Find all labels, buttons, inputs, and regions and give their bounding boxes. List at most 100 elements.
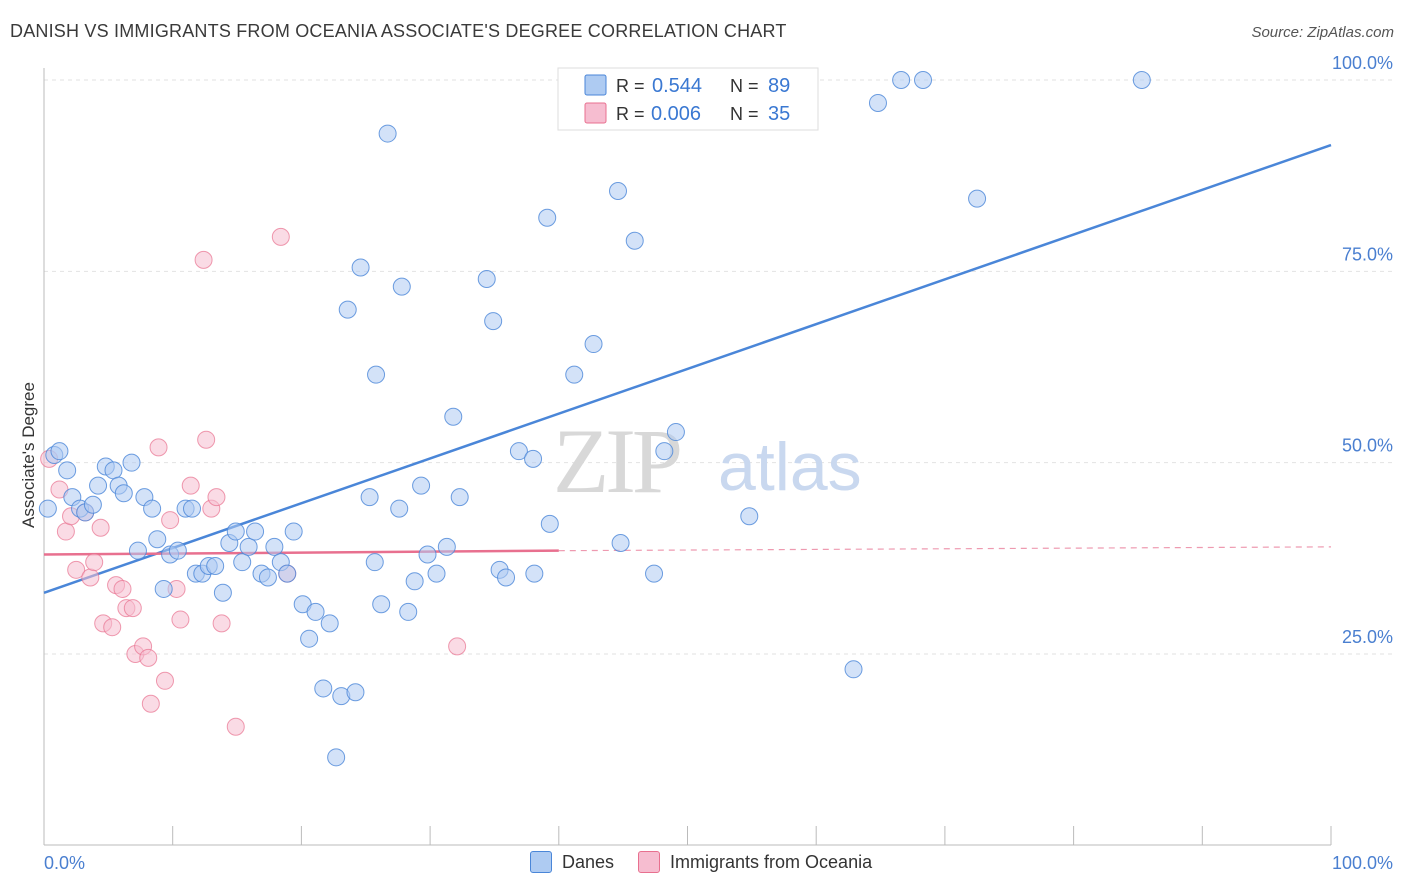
danes-point	[437, 537, 456, 556]
danes-point	[844, 660, 863, 679]
danes-point	[258, 568, 277, 587]
danes-point	[868, 93, 887, 112]
legend-bottom: Danes Immigrants from Oceania	[530, 851, 896, 873]
danes-point	[314, 679, 333, 698]
y-tick-labels: 25.0% 50.0% 75.0% 100.0%	[1332, 53, 1393, 647]
danes-point	[320, 614, 339, 633]
oceania-point	[103, 618, 122, 637]
watermark-zip: ZIP	[553, 410, 680, 512]
danes-point	[611, 534, 630, 553]
danes-point	[509, 442, 528, 461]
danes-point	[477, 269, 496, 288]
danes-point	[50, 442, 69, 461]
danes-point	[168, 541, 187, 560]
oceania-point	[56, 522, 75, 541]
danes-point	[968, 189, 987, 208]
oceania-point	[139, 648, 158, 667]
legend-bottom-swatch-oceania	[638, 851, 661, 873]
danes-point	[306, 602, 325, 621]
oceania-trend-solid	[43, 549, 559, 556]
danes-point	[367, 365, 386, 384]
oceania-point	[194, 250, 213, 269]
danes-point	[122, 453, 141, 472]
danes-point	[540, 514, 559, 533]
danes-point	[525, 564, 544, 583]
legend-bottom-swatch-danes	[530, 851, 552, 873]
danes-point	[450, 488, 469, 507]
danes-point	[89, 476, 108, 495]
danes-point	[740, 507, 759, 526]
danes-point	[427, 564, 446, 583]
oceania-point	[207, 488, 226, 507]
oceania-point	[448, 637, 467, 656]
legend-r-label-oceania: R =	[616, 104, 645, 124]
watermark-atlas: atlas	[718, 429, 862, 505]
oceania-point	[67, 560, 86, 579]
danes-point	[365, 553, 384, 572]
legend-n-value-oceania: 35	[768, 103, 790, 125]
danes-point	[405, 572, 424, 591]
danes-trend-line	[43, 143, 1332, 594]
danes-point	[645, 564, 664, 583]
legend-item-oceania: Immigrants from Oceania	[638, 851, 872, 873]
danes-point	[246, 522, 265, 541]
legend-swatch-danes	[584, 74, 607, 96]
legend-r-value-danes: 0.544	[652, 75, 702, 97]
oceania-point	[181, 476, 200, 495]
y-axis-label: Associate's Degree	[19, 382, 38, 528]
danes-point	[38, 499, 57, 518]
danes-point	[565, 365, 584, 384]
legend-bottom-label-danes: Danes	[562, 851, 615, 872]
source-label: Source: ZipAtlas.com	[1251, 24, 1394, 41]
oceania-trend-dashed	[558, 546, 1332, 552]
y-tick-label-100: 100.0%	[1332, 53, 1393, 73]
oceania-point	[212, 614, 231, 633]
danes-point	[360, 488, 379, 507]
oceania-point	[91, 518, 110, 537]
danes-point	[892, 71, 911, 89]
danes-point	[114, 484, 133, 503]
oceania-point	[226, 717, 245, 736]
danes-point	[584, 335, 603, 354]
danes-point	[914, 71, 933, 89]
legend-r-label-danes: R =	[616, 76, 645, 96]
legend-item-danes: Danes	[530, 851, 614, 873]
danes-point	[378, 124, 397, 143]
danes-point	[1132, 71, 1151, 89]
danes-point	[239, 537, 258, 556]
oceania-trend-line	[43, 546, 1332, 556]
danes-point	[346, 683, 365, 702]
danes-point	[390, 499, 409, 518]
oceania-point	[85, 553, 104, 572]
danes-trend-segment	[43, 143, 1332, 594]
chart-title: DANISH VS IMMIGRANTS FROM OCEANIA ASSOCI…	[10, 21, 787, 41]
danes-point	[300, 629, 319, 648]
legend-n-label-danes: N =	[730, 76, 759, 96]
danes-point	[128, 541, 147, 560]
x-tick-label-max: 100.0%	[1332, 853, 1393, 873]
danes-point	[278, 564, 297, 583]
danes-point	[183, 499, 202, 518]
legend-r-value-oceania: 0.006	[651, 103, 701, 125]
oceania-point	[197, 430, 216, 449]
oceania-point	[81, 568, 100, 587]
danes-point	[338, 300, 357, 319]
x-tick-labels: 0.0% 100.0%	[44, 853, 1393, 873]
danes-points	[38, 71, 1151, 767]
oceania-point	[161, 511, 180, 530]
danes-point	[392, 277, 411, 296]
legend-top: R = 0.544 N = 89 R = 0.006 N = 35	[557, 67, 819, 131]
y-tick-label-25: 25.0%	[1342, 627, 1393, 647]
oceania-point	[141, 694, 160, 713]
danes-point	[104, 461, 123, 480]
danes-point	[148, 530, 167, 549]
danes-point	[538, 208, 557, 227]
danes-point	[154, 579, 173, 598]
oceania-point	[149, 438, 168, 457]
x-tick-label-min: 0.0%	[44, 853, 85, 873]
danes-point	[213, 583, 232, 602]
oceania-point	[155, 671, 174, 690]
danes-point	[484, 312, 503, 331]
oceania-point	[113, 579, 132, 598]
